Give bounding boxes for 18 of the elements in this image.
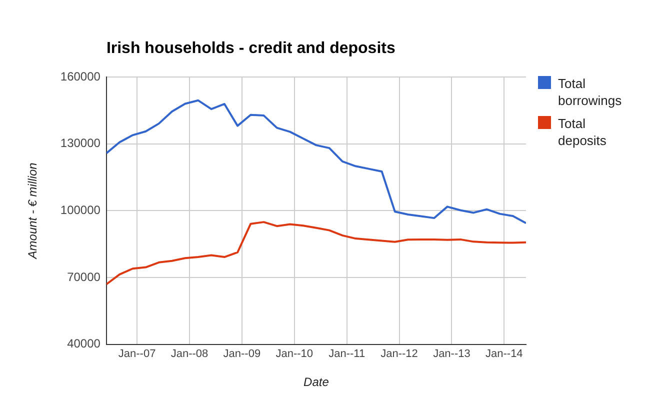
- x-tick-label: Jan--10: [276, 348, 314, 360]
- y-axis-title: Amount - € million: [26, 162, 40, 260]
- x-tick-label: Jan--08: [170, 348, 208, 360]
- y-tick-label: 130000: [60, 136, 101, 150]
- y-tick-label: 40000: [67, 336, 101, 351]
- x-tick-label: Jan--12: [380, 348, 418, 360]
- y-tick-label: 160000: [60, 69, 101, 84]
- legend-label: Total borrowings: [558, 75, 623, 109]
- x-axis-title: Date: [304, 375, 330, 390]
- x-tick-label: Jan--07: [118, 348, 156, 360]
- y-tick-label: 100000: [60, 203, 101, 218]
- x-tick-label: Jan--09: [223, 348, 261, 360]
- x-tick-label: Jan--14: [486, 348, 523, 360]
- y-tick-label: 70000: [67, 270, 101, 284]
- chart-title: Irish households - credit and deposits: [106, 40, 396, 57]
- x-tick-label: Jan--13: [433, 348, 470, 360]
- x-tick-label: Jan--11: [328, 348, 366, 360]
- legend-label: Total deposits: [558, 115, 608, 149]
